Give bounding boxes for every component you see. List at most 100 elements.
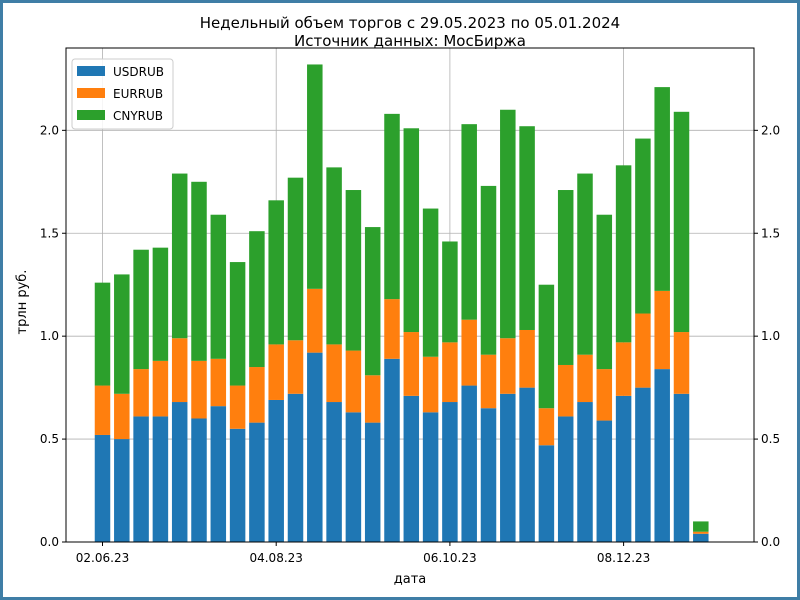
y-tick-label-right: 0.0 <box>761 535 780 549</box>
bar-eurrub <box>557 364 574 417</box>
bar-eurrub <box>615 342 632 396</box>
x-tick-label: 06.10.23 <box>423 551 476 565</box>
bar-usdrub <box>403 395 420 542</box>
bar-usdrub <box>596 420 613 542</box>
bar-cnyrub <box>693 521 709 532</box>
bar-eurrub <box>94 385 111 435</box>
bar-cnyrub <box>152 247 169 361</box>
bar-eurrub <box>287 340 304 394</box>
x-axis-label: дата <box>394 572 427 587</box>
y-tick-label-right: 1.5 <box>761 226 780 240</box>
bar-usdrub <box>693 533 709 542</box>
bar-usdrub <box>307 352 323 542</box>
bar-cnyrub <box>268 200 284 345</box>
bar-eurrub <box>307 288 323 353</box>
legend-label-cnyrub: CNYRUB <box>113 109 163 123</box>
x-ticks: 02.06.23 04.08.23 06.10.23 08.12.23 <box>76 542 650 565</box>
bar-cnyrub <box>596 214 613 370</box>
bar-eurrub <box>480 354 497 409</box>
bar-usdrub <box>422 412 439 542</box>
bar-eurrub <box>461 319 477 386</box>
bar-cnyrub <box>654 87 670 291</box>
bar-eurrub <box>114 393 130 440</box>
bar-usdrub <box>480 408 497 542</box>
bar-eurrub <box>538 408 555 446</box>
bar-eurrub <box>171 338 188 403</box>
bar-usdrub <box>673 393 690 542</box>
bar-cnyrub <box>249 231 265 368</box>
y-tick-label-left: 1.0 <box>40 329 59 343</box>
bar-cnyrub <box>345 190 362 351</box>
bar-eurrub <box>519 329 535 388</box>
bar-eurrub <box>152 360 169 417</box>
bar-eurrub <box>403 332 420 396</box>
bar-usdrub <box>384 358 400 542</box>
bar-usdrub <box>229 428 246 542</box>
bar-cnyrub <box>94 282 111 386</box>
bar-eurrub <box>326 344 342 403</box>
bar-usdrub <box>538 445 555 542</box>
legend-swatch-usdrub <box>77 66 105 76</box>
bar-usdrub <box>249 422 265 542</box>
bar-usdrub <box>557 416 574 542</box>
bar-eurrub <box>229 385 246 429</box>
y-tick-label-right: 2.0 <box>761 123 780 137</box>
legend-label-usdrub: USDRUB <box>113 65 164 79</box>
bar-usdrub <box>654 369 670 542</box>
bar-cnyrub <box>171 173 188 339</box>
bar-usdrub <box>635 387 651 542</box>
bar-cnyrub <box>133 249 149 370</box>
legend-swatch-cnyrub <box>77 110 105 120</box>
bar-usdrub <box>519 387 535 542</box>
x-tick-label: 08.12.23 <box>597 551 650 565</box>
bar-usdrub <box>210 406 227 542</box>
bar-cnyrub <box>615 165 632 343</box>
chart-subtitle: Источник данных: МосБиржа <box>294 32 526 50</box>
bar-cnyrub <box>210 214 227 359</box>
bar-eurrub <box>693 531 709 534</box>
bar-usdrub <box>152 416 169 542</box>
y-tick-label-right: 0.5 <box>761 432 780 446</box>
bar-cnyrub <box>229 262 246 386</box>
bar-cnyrub <box>191 181 207 361</box>
bar-cnyrub <box>480 185 497 355</box>
bar-eurrub <box>364 375 381 423</box>
legend-label-eurrub: EURRUB <box>113 87 163 101</box>
bar-usdrub <box>268 399 284 542</box>
bar-eurrub <box>133 369 149 417</box>
bar-eurrub <box>191 360 207 419</box>
bar-cnyrub <box>442 241 458 343</box>
bar-usdrub <box>287 393 304 542</box>
bar-usdrub <box>500 393 516 542</box>
bars-group <box>94 64 709 542</box>
bar-usdrub <box>577 402 593 542</box>
legend-swatch-eurrub <box>77 88 105 98</box>
bar-eurrub <box>635 313 651 388</box>
bar-cnyrub <box>114 274 130 394</box>
y-tick-label-left: 0.5 <box>40 432 59 446</box>
bar-eurrub <box>577 354 593 403</box>
bar-cnyrub <box>364 227 381 376</box>
y-tick-label-left: 2.0 <box>40 123 59 137</box>
plot-border <box>65 47 755 543</box>
bar-eurrub <box>596 369 613 421</box>
bar-cnyrub <box>287 177 304 341</box>
bar-cnyrub <box>422 208 439 357</box>
bar-usdrub <box>364 422 381 542</box>
bar-eurrub <box>422 356 439 413</box>
legend: USDRUB EURRUB CNYRUB <box>71 58 174 130</box>
bar-cnyrub <box>500 109 516 339</box>
bar-cnyrub <box>635 138 651 314</box>
y-ticks: 0.0 0.0 0.5 0.5 1.0 1.0 1.5 1.5 2.0 2.0 <box>40 123 780 549</box>
bar-eurrub <box>268 344 284 400</box>
bar-cnyrub <box>557 190 574 365</box>
bar-usdrub <box>114 439 130 542</box>
bar-cnyrub <box>673 111 690 333</box>
y-tick-label-left: 0.0 <box>40 535 59 549</box>
bar-eurrub <box>249 367 265 423</box>
bar-eurrub <box>673 332 690 394</box>
bar-eurrub <box>384 299 400 359</box>
bar-usdrub <box>345 412 362 542</box>
bar-eurrub <box>654 290 670 370</box>
